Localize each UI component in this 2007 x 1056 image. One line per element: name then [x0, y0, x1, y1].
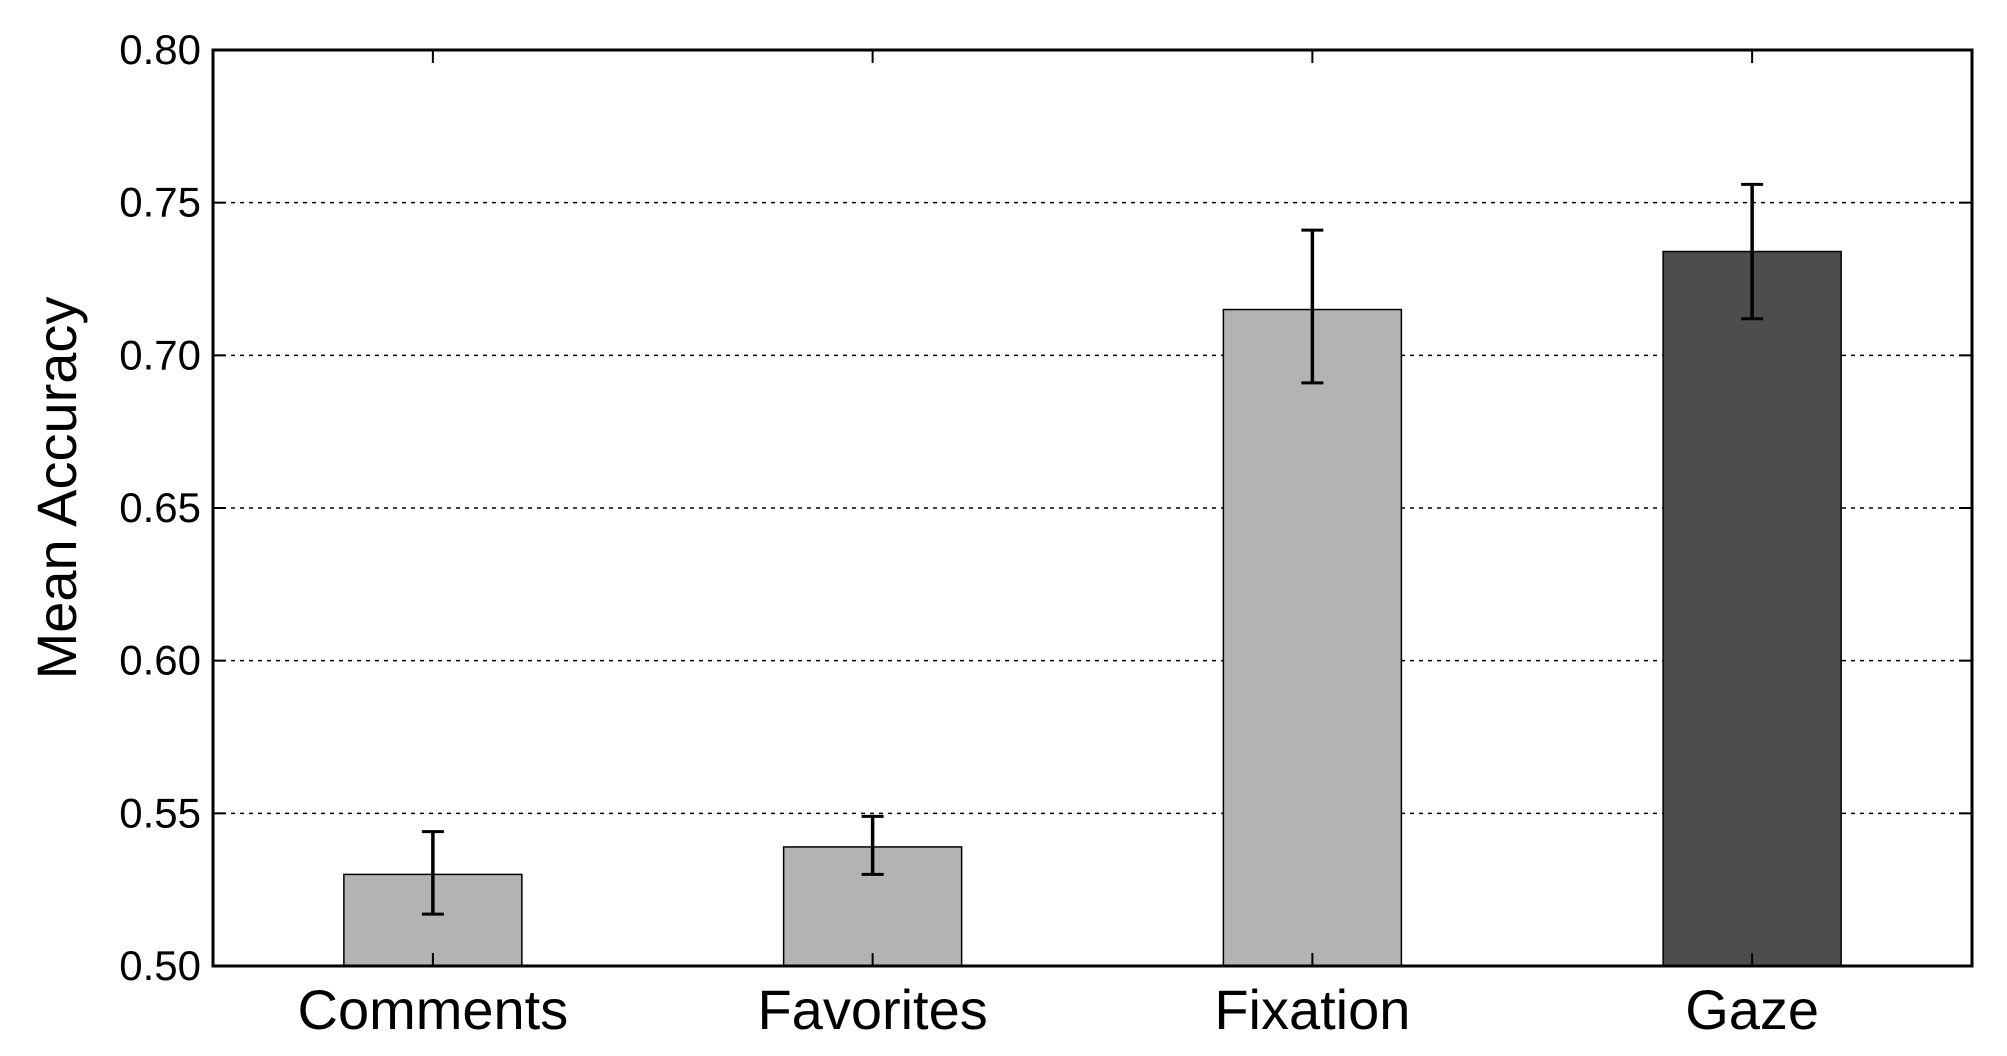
y-tick-label: 0.75: [119, 179, 201, 226]
y-tick-label: 0.80: [119, 26, 201, 73]
y-tick-label: 0.50: [119, 942, 201, 989]
error-bar-fixation: [1301, 228, 1324, 385]
y-tick-label: 0.70: [119, 331, 201, 378]
x-axis-labels: Comments Favorites Fixation Gaze: [298, 978, 1820, 1041]
y-tick-label: 0.55: [119, 789, 201, 836]
x-tick-label: Fixation: [1214, 978, 1410, 1041]
x-tick-label: Gaze: [1685, 978, 1819, 1041]
bar-fixation: [1222, 308, 1403, 967]
y-axis-labels: 0.50 0.55 0.60 0.65 0.70 0.75 0.80: [119, 26, 201, 989]
x-tick-label: Favorites: [757, 978, 987, 1041]
y-tick-label: 0.60: [119, 637, 201, 684]
y-tick-label: 0.65: [119, 484, 201, 531]
error-bar-favorites: [861, 814, 884, 876]
x-tick-label: Comments: [298, 978, 569, 1041]
error-bar-comments: [421, 830, 444, 916]
y-axis-title: Mean Accuracy: [25, 297, 88, 680]
error-bars: [421, 182, 1764, 916]
error-bar-gaze: [1741, 182, 1764, 321]
plot-frame: [211, 48, 1974, 968]
bars: [343, 250, 1842, 967]
bar-gaze: [1662, 250, 1842, 967]
